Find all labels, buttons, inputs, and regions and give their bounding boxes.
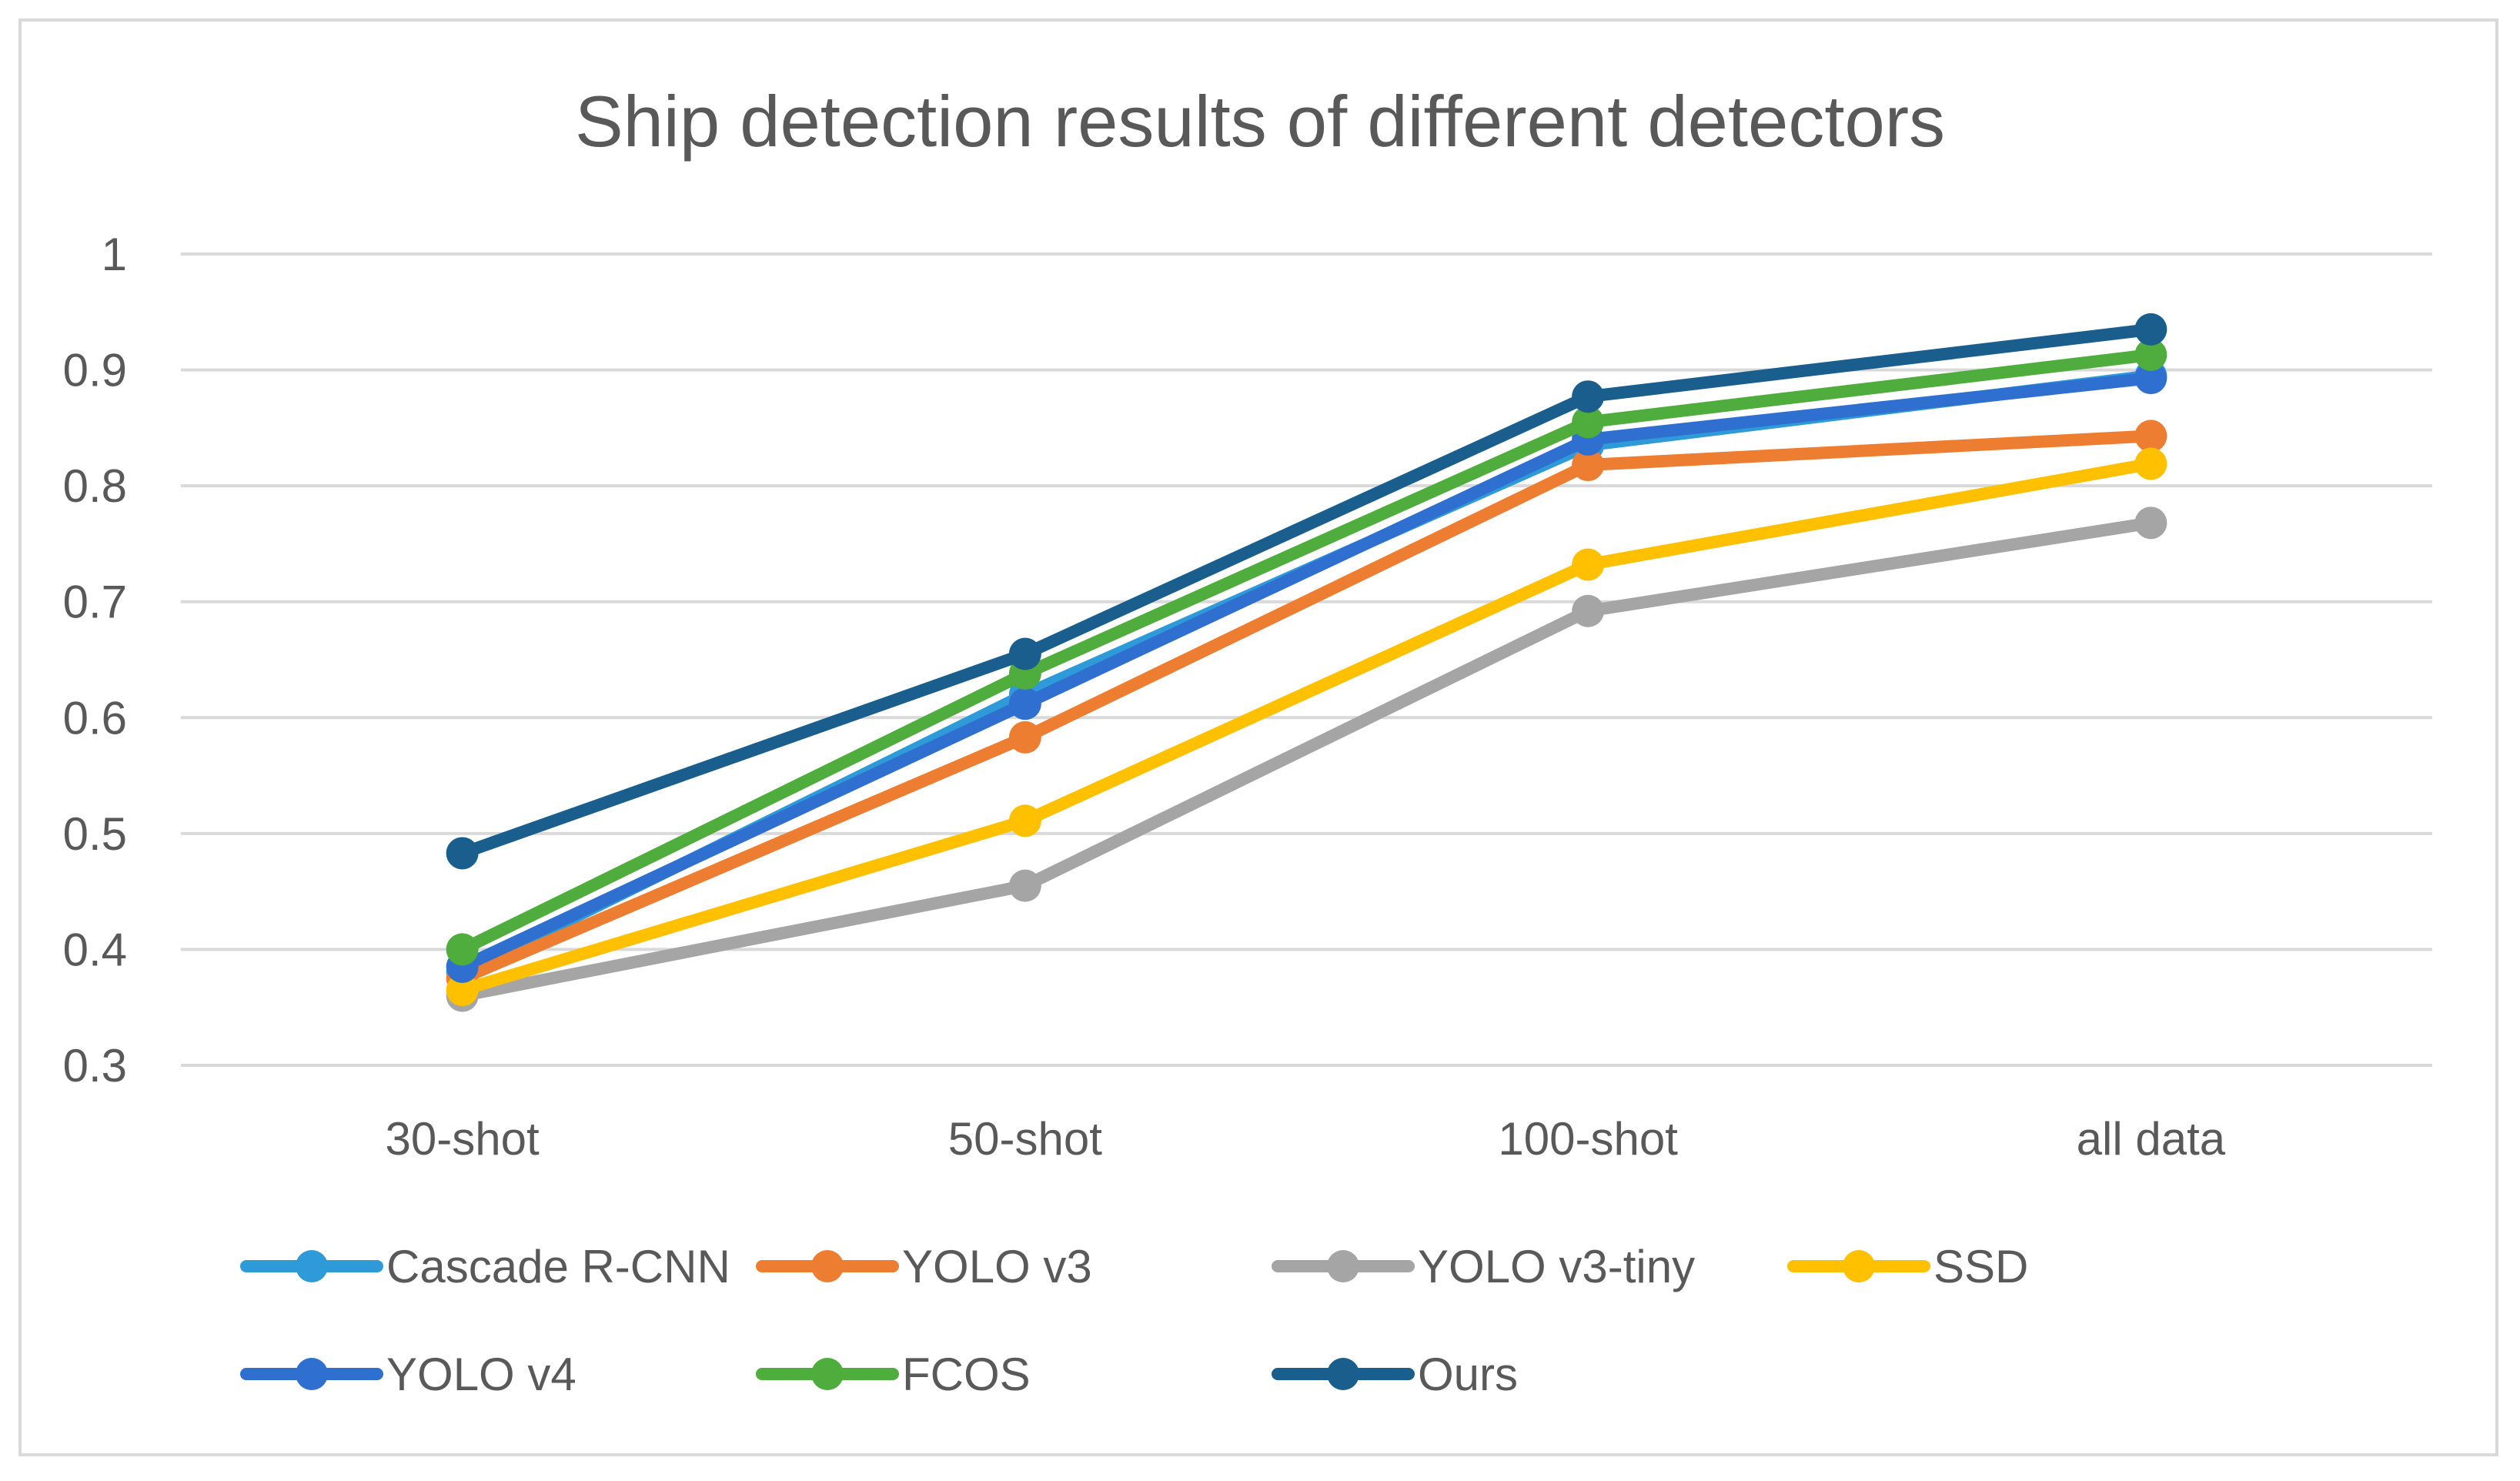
legend-item: FCOS (756, 1349, 1031, 1400)
data-point (1572, 594, 1605, 627)
series-line (456, 323, 2157, 860)
legend-label: Ours (1418, 1349, 1518, 1400)
y-tick-label: 0.7 (63, 577, 127, 628)
y-tick-label: 0.3 (63, 1040, 127, 1092)
data-point (2134, 313, 2167, 346)
data-point (1572, 406, 1605, 439)
series-yolo-v4 (446, 362, 2167, 984)
legend-item: Cascade R-CNN (240, 1241, 730, 1292)
series-ssd (446, 447, 2167, 1007)
data-point (1008, 637, 1041, 670)
series-line (456, 457, 2157, 997)
data-point (2134, 420, 2167, 453)
legend-swatch-marker (1327, 1250, 1359, 1282)
series-yolo-v3-tiny (446, 506, 2167, 1012)
data-point (446, 933, 479, 966)
data-point (1572, 548, 1605, 581)
data-point (1008, 687, 1041, 720)
data-point (1008, 869, 1041, 902)
series-line (456, 517, 2157, 1002)
data-point (446, 974, 479, 1007)
y-tick-label: 0.9 (63, 345, 127, 396)
data-point (446, 837, 479, 870)
data-point (2134, 506, 2167, 540)
legend-label: SSD (1933, 1241, 2028, 1292)
series-line (456, 369, 2157, 979)
legend-item: Ours (1272, 1349, 1518, 1400)
series-line (456, 348, 2157, 956)
data-point (1008, 804, 1041, 837)
x-axis-ticks: 30-shot 50-shot 100-shot all data (386, 1113, 2226, 1165)
y-tick-label: 0.8 (63, 460, 127, 512)
chart-frame (18, 18, 2498, 1456)
legend-item: SSD (1787, 1241, 2028, 1292)
legend-swatch-marker (811, 1358, 844, 1390)
data-point (2134, 362, 2167, 395)
legend-item: YOLO v4 (240, 1349, 577, 1400)
data-point (2134, 447, 2167, 480)
x-tick-label: 50-shot (948, 1113, 1102, 1165)
series-line (456, 372, 2157, 974)
y-tick-label: 1 (102, 229, 127, 280)
data-point (2134, 338, 2167, 371)
series-ours (446, 313, 2167, 870)
legend-swatch-marker (1843, 1250, 1875, 1282)
y-axis-ticks: 0.3 0.4 0.5 0.6 0.7 0.8 0.9 1 (63, 229, 127, 1092)
legend: Cascade R-CNN YOLO v3 YOLO v3-tiny SSD YOLO … (240, 1241, 2028, 1400)
legend-item: YOLO v3 (756, 1241, 1092, 1292)
legend-label: YOLO v3-tiny (1418, 1241, 1695, 1292)
series-layer (446, 313, 2167, 1012)
x-tick-label: 100-shot (1498, 1113, 1678, 1165)
data-point (1572, 449, 1605, 482)
legend-swatch-marker (811, 1250, 844, 1282)
legend-swatch-marker (296, 1358, 328, 1390)
x-tick-label: 30-shot (386, 1113, 540, 1165)
legend-label: YOLO v4 (386, 1349, 577, 1400)
legend-label: YOLO v3 (902, 1241, 1092, 1292)
legend-label: Cascade R-CNN (386, 1241, 730, 1292)
legend-item: YOLO v3-tiny (1272, 1241, 1695, 1292)
legend-label: FCOS (902, 1349, 1031, 1400)
data-point (1008, 720, 1041, 754)
chart-title: Ship detection results of different dete… (575, 81, 1945, 162)
y-tick-label: 0.5 (63, 808, 127, 860)
series-line (456, 430, 2157, 985)
y-tick-label: 0.6 (63, 692, 127, 744)
legend-swatch-marker (1327, 1358, 1359, 1390)
legend-swatch-marker (296, 1250, 328, 1282)
y-tick-label: 0.4 (63, 924, 127, 975)
series-fcos (446, 338, 2167, 966)
x-tick-label: all data (2077, 1113, 2226, 1165)
data-point (1572, 380, 1605, 413)
